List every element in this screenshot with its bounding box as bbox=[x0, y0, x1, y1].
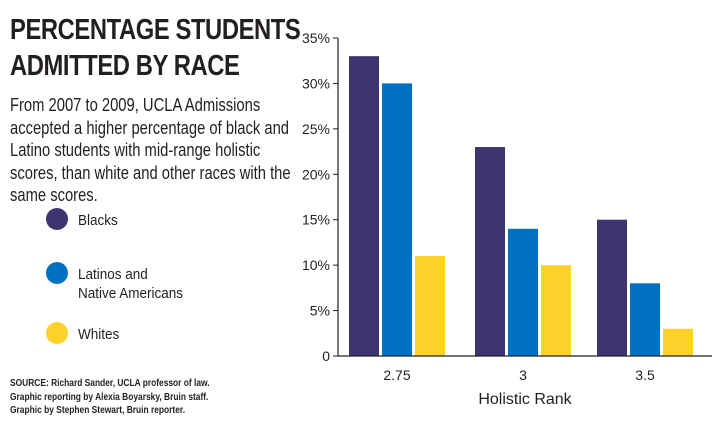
x-tick-label: 2.75 bbox=[383, 367, 410, 383]
y-tick-label: 5% bbox=[310, 303, 330, 319]
chart-title-line-2: ADMITTED BY RACE bbox=[10, 50, 240, 82]
legend-swatch-whites bbox=[46, 322, 68, 344]
source-credits: SOURCE: Richard Sander, UCLA professor o… bbox=[10, 377, 250, 418]
source-line: SOURCE: Richard Sander, UCLA professor o… bbox=[10, 377, 210, 389]
bar-latinos-2_75 bbox=[382, 83, 412, 356]
legend-item-blacks: Blacks bbox=[46, 208, 198, 230]
bar-whites-3 bbox=[541, 265, 571, 356]
legend-label-blacks: Blacks bbox=[78, 212, 118, 229]
y-tick-label: 25% bbox=[302, 121, 330, 137]
bar-blacks-3_5 bbox=[597, 219, 627, 356]
x-tick-label: 3.5 bbox=[635, 367, 655, 383]
x-tick-label: 3 bbox=[519, 367, 527, 383]
bar-latinos-3_5 bbox=[630, 283, 660, 356]
y-tick-label: 35% bbox=[302, 30, 330, 46]
reporting-credit: Graphic reporting by Alexia Boyarsky, Br… bbox=[10, 390, 209, 403]
legend-label-whites: Whites bbox=[78, 326, 120, 343]
bar-whites-3_5 bbox=[663, 328, 693, 356]
bar-latinos-3 bbox=[508, 228, 538, 356]
y-tick-label: 30% bbox=[302, 75, 330, 91]
graphic-credit: Graphic by Stephen Stewart, Bruin report… bbox=[10, 404, 186, 416]
chart-subtitle: From 2007 to 2009, UCLA Admissions accep… bbox=[10, 95, 291, 205]
y-tick-label: 10% bbox=[302, 257, 330, 273]
y-tick-label: 0 bbox=[322, 348, 330, 364]
legend-label-latinos: Latinos and Native Americans bbox=[78, 266, 184, 302]
bar-blacks-3 bbox=[475, 147, 505, 356]
legend-swatch-latinos bbox=[46, 262, 68, 284]
x-axis-title: Holistic Rank bbox=[478, 391, 572, 408]
y-tick-label: 15% bbox=[302, 212, 330, 228]
legend-swatch-blacks bbox=[46, 208, 68, 230]
bar-blacks-2_75 bbox=[349, 56, 379, 357]
bar-whites-2_75 bbox=[415, 256, 445, 356]
legend-item-whites: Whites bbox=[46, 322, 198, 344]
y-tick-label: 20% bbox=[302, 166, 330, 182]
legend-item-latinos: Latinos and Native Americans bbox=[46, 262, 198, 303]
